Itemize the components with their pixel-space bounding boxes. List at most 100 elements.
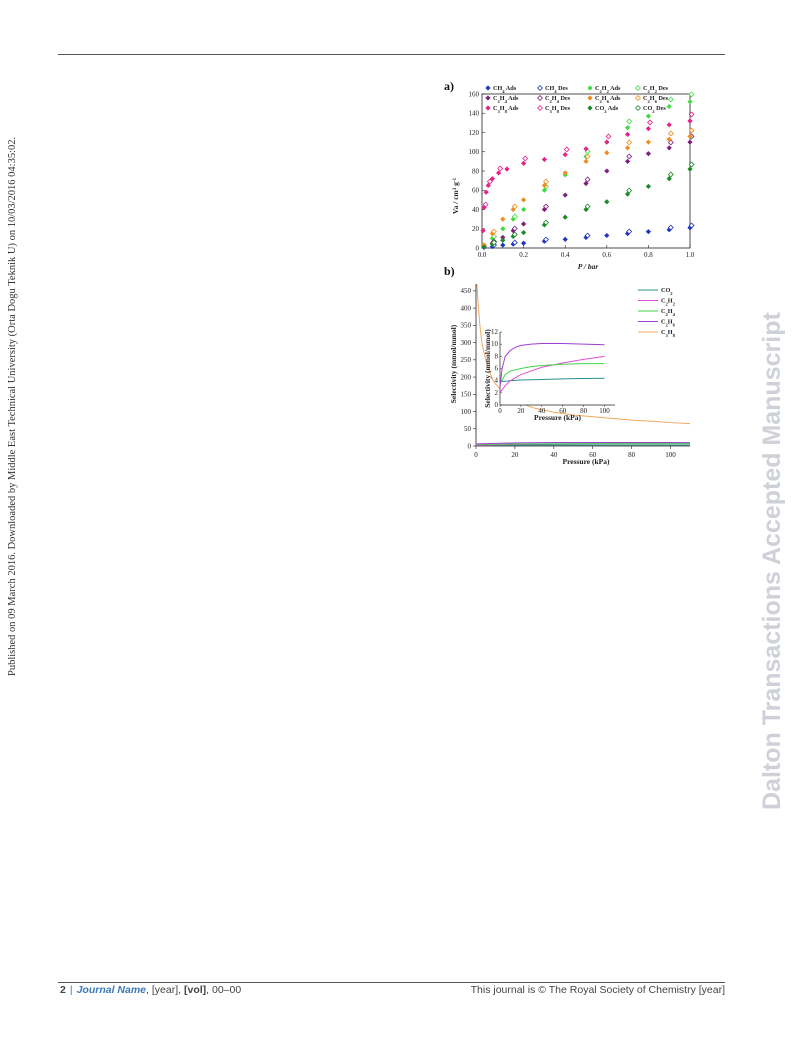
figure-a-point-co2-des <box>626 187 633 194</box>
figure-a-legend-label-sub: 6 <box>607 99 610 104</box>
figure-a-legend-label-word: Ads <box>608 105 619 112</box>
figure-a-point-ch4-ads <box>500 242 506 248</box>
figure-a-point-c3h8-des <box>605 133 612 140</box>
figure-a-point-c2h4-ads <box>666 145 672 151</box>
figure-a-legend-label-part: C <box>545 95 549 102</box>
figure-a-legend-marker <box>485 95 491 101</box>
figure-b-legend-label-part: H <box>668 319 673 326</box>
figure-a-point-c2h6-des <box>584 153 591 160</box>
figure-a-point-ch4-ads <box>604 232 610 239</box>
figure-a-point-c2h2-ads <box>666 103 672 110</box>
figure-a-point-co2-des <box>511 231 518 238</box>
figure-a-legend-label: C3H8 Des <box>545 105 571 114</box>
figure-a-legend-label-sub: 2 <box>647 99 650 104</box>
figure-a-point-co2-ads <box>562 214 568 220</box>
figure-a-point-c2h4-des <box>584 176 591 183</box>
footer-separator: | <box>69 984 73 996</box>
footer-copyright: This journal is © The Royal Society of C… <box>470 984 725 996</box>
figure-a-legend-marker <box>485 85 491 91</box>
figure-a-legend-label-word: Des <box>658 85 668 92</box>
figure-a-point-c3h8-ads <box>520 160 527 166</box>
figure-a-point-c3h8-ads <box>624 131 631 138</box>
figure-a-point-c2h4-des <box>626 153 633 160</box>
figure-a-point-c2h2-ads <box>624 125 631 131</box>
figure-b-inset-ytick-label: 6 <box>495 365 499 373</box>
figure-a-point-co2-ads <box>666 176 672 182</box>
figure-a-point-c3h8-ads <box>483 189 489 195</box>
figure-a-point-ch4-ads <box>520 240 527 246</box>
figure-a-point-c2h4-ads <box>562 192 568 198</box>
figure-b-xtick-label: 20 <box>511 451 518 459</box>
figure-a-point-c2h6-ads <box>583 158 589 165</box>
figure-b-inset-xtick-label: 20 <box>517 407 525 415</box>
figure-b-legend-label: CO2 <box>661 287 673 296</box>
figure-b-inset-ytick-label: 2 <box>495 389 499 397</box>
figure-a-ytick-label: 80 <box>472 167 480 175</box>
figure-a-point-c3h8-ads <box>541 156 548 163</box>
figure-a-point-c2h2-ads <box>520 206 527 213</box>
figure-a-ylabel: Va / cm3 g-1 <box>451 177 460 214</box>
figure-b-legend-label-sub: 2 <box>665 322 668 327</box>
figure-a-legend-label-sub: 2 <box>655 89 658 94</box>
panel-a-label: a) <box>444 79 454 93</box>
figure-a-legend-label-sub: 2 <box>549 99 552 104</box>
figure-a-xtick-label: 0.2 <box>519 251 528 259</box>
figure-a-point-c2h6-ads <box>500 216 506 222</box>
figure-a-point-c3h8-des <box>563 146 570 153</box>
figure-a-legend-label: CH4 Des <box>545 85 568 94</box>
figure-a-point-c2h4-ads <box>604 168 610 174</box>
figure-a-point-ch4-des <box>688 222 695 229</box>
figure-a-legend-label-sub: 2 <box>647 89 650 94</box>
figure-a-point-c3h8-des <box>486 178 493 185</box>
figure-a-point-co2-ads <box>687 166 693 172</box>
figure-b-line-c2h6 <box>475 441 691 445</box>
figure-a-legend-marker <box>587 95 593 101</box>
figure-a-plot-area: 0 20 40 60 80 100 120 140 160 0.0 0.2 0.4 0.6 0.8 1.0 <box>469 90 695 259</box>
figure-a-point-c2h6-ads <box>562 170 568 176</box>
figure-a-point-c2h2-ads <box>645 113 652 119</box>
figure-a-legend-label: C2H2 Ads <box>595 85 621 94</box>
figure-a-point-c3h8-des <box>522 155 529 162</box>
figure-b-legend-label-part: C <box>661 319 665 326</box>
figure-a-legend-label-part: CH <box>545 85 554 92</box>
figure-a-point-c3h8-ads <box>687 118 693 124</box>
figure-a-legend-label-sub: 2 <box>599 89 602 94</box>
figure-b-inset: 0 2 4 6 8 10 12 0 20 40 60 80 100 Pressure (kPa) Selec… <box>483 328 615 422</box>
figure-a-point-c2h2-ads <box>687 99 693 105</box>
footer-vol: [vol] <box>183 984 207 996</box>
figure-b-ylabel: Selectivity (mmol/mmol) <box>449 324 458 403</box>
footer-year: [year] <box>151 984 179 996</box>
figure-b-legend-label-part: H <box>668 298 673 305</box>
bottom-rule <box>58 982 725 983</box>
figure-b-inset-ytick-label: 12 <box>491 328 499 336</box>
figure-a-legend-label-sub: 8 <box>557 109 560 114</box>
figure-a-point-c3h8-ads <box>666 122 672 128</box>
figure-b-inset-ylabel: Selectivity (mmol/mmol) <box>483 329 492 408</box>
figure-a-point-c2h4-ads <box>687 139 693 145</box>
figure-a-point-c3h8-ads <box>562 151 568 158</box>
figure-b-legend-label-part: CO <box>661 287 670 294</box>
figure-a-xlabel: P / bar <box>578 262 599 271</box>
figure-b-legend-label-sub: 6 <box>673 322 676 327</box>
footer-left: 2 | Journal Name, [year], [vol], 00–00 <box>60 984 242 996</box>
figure-b-xtick-label: 40 <box>550 451 558 459</box>
figure-b-xtick-label: 0 <box>474 451 478 459</box>
figure-b-legend-label-sub: 4 <box>673 312 676 317</box>
figure-a-point-co2-des <box>491 239 497 246</box>
figure-a-legend-label-part: H <box>602 85 607 92</box>
figure-b-legend-label-part: H <box>668 329 673 336</box>
figure-a-point-ch4-des <box>511 239 518 246</box>
figure-a-point-c2h6-des <box>491 228 497 235</box>
figure-a-legend-label: CO2 Ads <box>595 105 619 114</box>
figure-b-inset-ytick-label: 8 <box>495 352 499 360</box>
figure-b-xtick-label: 100 <box>665 451 676 459</box>
figure-b-ytick-label: 100 <box>461 408 472 416</box>
figure-a-legend-label-word: Des <box>558 85 568 92</box>
panel-b-label: b) <box>444 264 455 278</box>
figure-a-legend-label-part: C <box>493 95 497 102</box>
figure-b-legend-label: C3H8 <box>661 329 676 338</box>
figure-b-inset-background <box>500 332 615 405</box>
